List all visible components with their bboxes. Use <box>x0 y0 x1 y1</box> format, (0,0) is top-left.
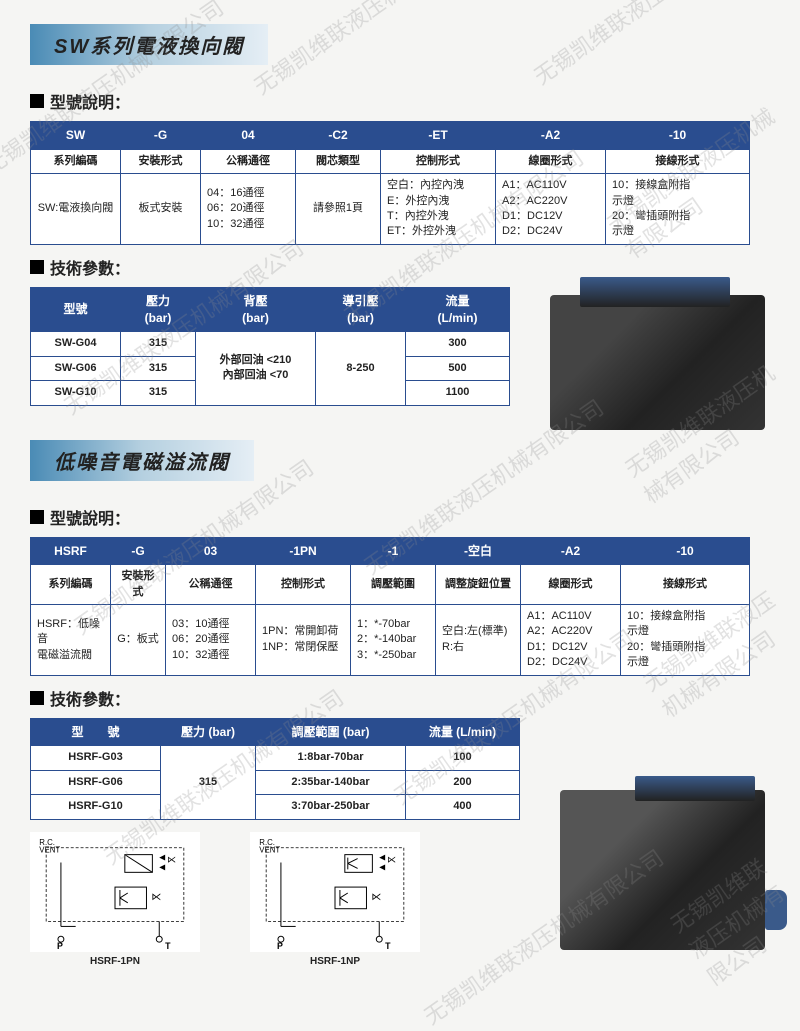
schematic-1pn: R.C.VENT ⋉ ⋉ P T <box>30 832 200 952</box>
svg-text:P: P <box>277 941 283 951</box>
table-row: SW-G04 315 外部回油 <210 內部回油 <70 8-250 300 <box>31 332 510 356</box>
section2-model-heading: 型號說明： <box>30 505 770 529</box>
svg-text:P: P <box>57 941 63 951</box>
watermark: 无锡凯维联液压机械有限公司 <box>247 0 500 101</box>
table-row: HSRF：低噪音 電磁溢流閥 G：板式 03：10通徑 06：20通徑 10：3… <box>31 605 750 676</box>
valve1-image <box>550 295 765 430</box>
svg-text:T: T <box>385 941 391 951</box>
section2-spec-table: 型 號 壓力 (bar) 調壓範圍 (bar) 流量 (L/min) HSRF-… <box>30 718 520 820</box>
schem2-label: HSRF-1NP <box>250 956 420 967</box>
table-subhead-row: 系列編碼 安裝形式 公稱通徑 閥芯類型 控制形式 線圈形式 接線形式 <box>31 149 750 173</box>
table-row: HSRF-G10 3:70bar-250bar 400 <box>31 795 520 819</box>
svg-text:⋉: ⋉ <box>151 891 161 902</box>
port-rc-label: R.C.VENT <box>39 837 60 854</box>
table-row: HSRF-G06 2:35bar-140bar 200 <box>31 770 520 794</box>
table-row: HSRF-G03 315 1:8bar-70bar 100 <box>31 746 520 770</box>
section1-spec-heading: 技術參數： <box>30 255 770 279</box>
table-header-row: SW -G 04 -C2 -ET -A2 -10 <box>31 122 750 150</box>
section1-spec-table: 型號 壓力 (bar) 背壓 (bar) 導引壓 (bar) 流量 (L/min… <box>30 287 510 406</box>
section2-model-table: HSRF -G 03 -1PN -1 -空白 -A2 -10 系列編碼 安裝形式… <box>30 537 750 676</box>
section1-model-heading: 型號說明： <box>30 89 770 113</box>
watermark: 无锡凯维联液压机械有限公司 <box>527 0 780 91</box>
schem1-label: HSRF-1PN <box>30 956 200 967</box>
valve2-image <box>560 790 765 950</box>
svg-text:⋉: ⋉ <box>387 854 396 864</box>
svg-text:R.C.VENT: R.C.VENT <box>259 837 280 854</box>
section1-title: SW系列電液換向閥 <box>30 24 268 65</box>
section2-title: 低噪音電磁溢流閥 <box>30 440 254 481</box>
svg-text:⋉: ⋉ <box>167 854 176 864</box>
svg-text:T: T <box>165 941 171 951</box>
table-row: SW:電液換向閥 板式安裝 04：16通徑 06：20通徑 10：32通徑 請參… <box>31 174 750 245</box>
section2-spec-heading: 技術參數： <box>30 686 770 710</box>
svg-text:⋉: ⋉ <box>371 891 381 902</box>
schematic-1np: R.C.VENT ⋉ ⋉ P T <box>250 832 420 952</box>
section1-model-table: SW -G 04 -C2 -ET -A2 -10 系列編碼 安裝形式 公稱通徑 … <box>30 121 750 245</box>
